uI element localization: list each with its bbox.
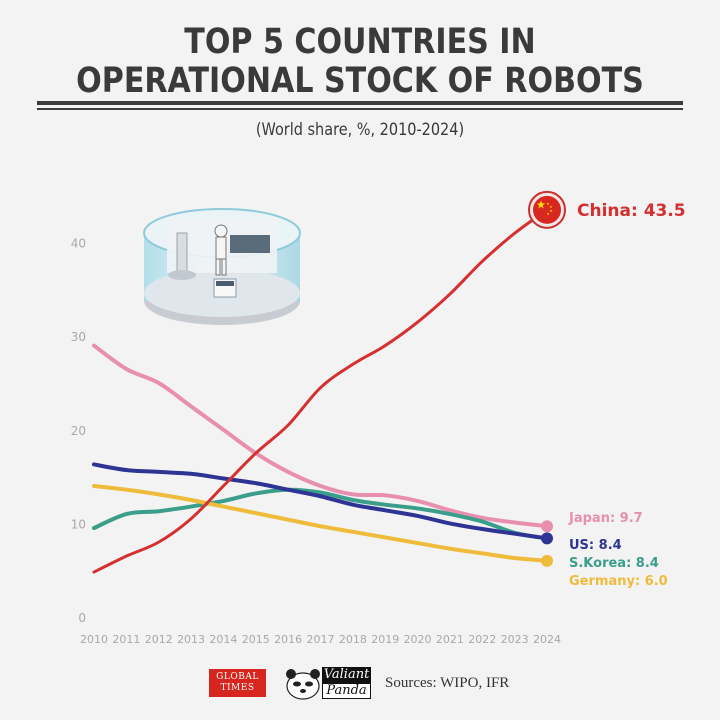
x-tick-label: 2019	[371, 633, 399, 646]
humanoid-robot-head	[214, 224, 228, 238]
x-tick-label: 2021	[436, 633, 464, 646]
y-tick-label: 30	[71, 330, 86, 344]
y-axis-ticks: 0 10 20 30 40	[71, 237, 86, 625]
x-tick-label: 2015	[242, 633, 270, 646]
y-tick-label: 20	[71, 424, 86, 438]
terminal-screen	[216, 281, 234, 286]
china-flag-disc	[533, 195, 561, 224]
x-tick-label: 2013	[177, 633, 205, 646]
y-tick-label: 0	[78, 611, 86, 625]
series-line-germany	[92, 483, 549, 563]
x-tick-label: 2024	[533, 633, 561, 646]
x-axis-ticks: 2010 2011 2012 2013 2014 2015 2016 2017 2018 2019…	[80, 633, 561, 646]
title-rule-thick	[37, 101, 683, 105]
flag-big-star	[536, 200, 546, 209]
flag-small-star	[546, 212, 550, 216]
series-line-us	[92, 462, 549, 541]
end-label-china: China: 43.5	[577, 201, 686, 221]
x-tick-label: 2020	[404, 633, 432, 646]
valiant-panda-logo-bottom: Panda	[322, 683, 371, 699]
end-label-us: US: 8.4	[569, 538, 622, 553]
x-tick-label: 2018	[339, 633, 367, 646]
x-tick-label: 2022	[468, 633, 496, 646]
valiant-panda-logo-top: Valiant	[322, 667, 371, 683]
x-tick-label: 2010	[80, 633, 108, 646]
flag-small-star	[546, 202, 550, 206]
x-tick-label: 2011	[112, 633, 140, 646]
global-times-logo: GLOBAL TIMES	[209, 669, 266, 697]
y-tick-label: 40	[71, 237, 86, 251]
endpoint-marker-germany	[541, 554, 553, 567]
global-times-logo-line1: GLOBAL	[216, 672, 259, 682]
y-tick-label: 10	[71, 517, 86, 531]
china-flag-icon	[533, 195, 561, 224]
endpoint-marker-us	[541, 532, 553, 545]
series-lines	[92, 190, 566, 574]
x-tick-label: 2016	[274, 633, 302, 646]
series-line-japan	[92, 343, 549, 529]
x-tick-label: 2012	[145, 633, 173, 646]
chart-subtitle: (World share, %, 2010-2024)	[255, 120, 465, 140]
humanoid-robot-body	[215, 236, 227, 260]
robot-enclosure-illustration	[143, 208, 301, 325]
chart-title-line1: TOP 5 COUNTRIES IN	[184, 22, 536, 62]
valiant-panda-icon	[286, 669, 320, 700]
global-times-logo-line2: TIMES	[220, 683, 255, 693]
robot-leg-left	[215, 258, 221, 276]
series-line-skorea	[92, 487, 549, 541]
control-panel	[230, 235, 270, 253]
robot-arm	[176, 232, 188, 274]
series-line-china	[92, 208, 549, 574]
end-label-japan: Japan: 9.7	[568, 511, 643, 526]
robot-arm-base	[168, 270, 196, 280]
chart-title-line2: OPERATIONAL STOCK OF ROBOTS	[76, 61, 644, 101]
flag-small-star	[549, 205, 553, 209]
x-tick-label: 2014	[209, 633, 237, 646]
title-rule-thin	[37, 108, 683, 110]
robot-leg-right	[221, 258, 227, 276]
x-tick-label: 2017	[307, 633, 335, 646]
end-labels: China: 43.5 Japan: 9.7 US: 8.4 S.Korea: 8.4…	[568, 201, 686, 589]
sources-note: Sources: WIPO, IFR	[385, 675, 510, 691]
endpoint-marker-japan	[541, 520, 553, 533]
end-label-skorea: S.Korea: 8.4	[569, 556, 659, 571]
x-tick-label: 2023	[501, 633, 529, 646]
end-label-germany: Germany: 6.0	[569, 574, 668, 589]
flag-small-star	[549, 209, 553, 213]
